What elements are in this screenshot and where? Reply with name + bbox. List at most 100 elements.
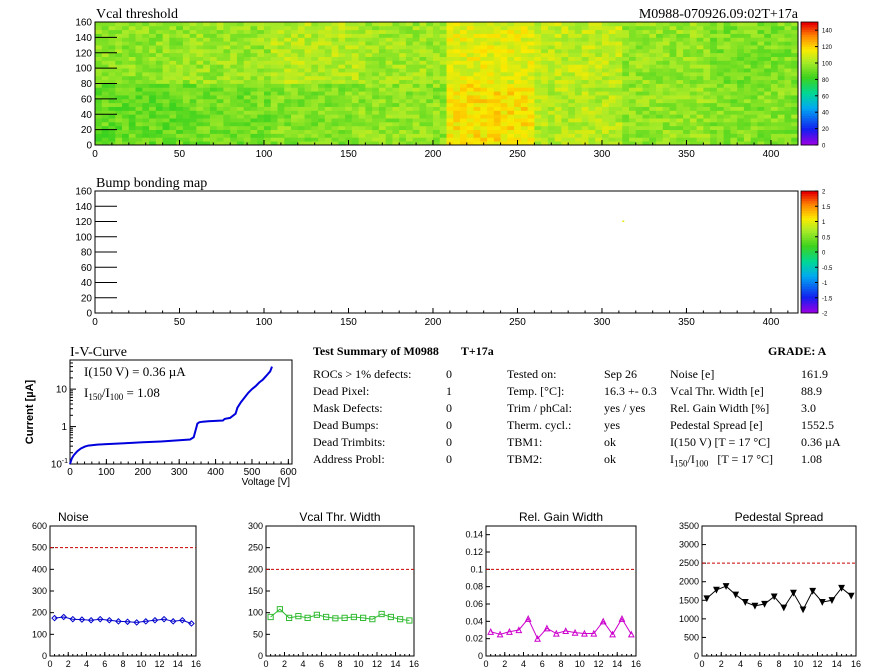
vcal-cell (460, 118, 468, 123)
vcal-cell (338, 98, 346, 104)
vcal-cell (635, 64, 643, 69)
vcal-cell (568, 68, 576, 73)
vcal-cell (662, 60, 670, 65)
vcal-cell (588, 60, 596, 65)
vcal-cell (169, 79, 177, 84)
vcal-cell (723, 91, 731, 96)
vcal-cell (426, 141, 434, 146)
vcal-cell (372, 68, 380, 73)
vcal-cell (622, 91, 630, 96)
vcal-cell (263, 106, 272, 111)
vcal-cell (710, 75, 718, 81)
vcal-cell (622, 25, 630, 31)
vcal-cell (311, 71, 319, 77)
vcal-cell (95, 45, 103, 50)
vcal-cell (547, 60, 556, 65)
vcal-cell (764, 75, 772, 81)
vcal-cell (696, 48, 704, 54)
vcal-cell (95, 41, 103, 46)
vcal-cell (365, 114, 373, 119)
vcal-cell (284, 141, 292, 146)
vcal-cell (101, 22, 109, 27)
data-point (618, 615, 626, 622)
vcal-cell (378, 64, 387, 69)
small-plot-x-tick-label: 14 (612, 659, 622, 669)
vcal-cell (162, 87, 170, 92)
vcal-cell (446, 71, 454, 77)
vcal-cell (432, 60, 441, 65)
vcal-cell (730, 110, 738, 115)
vcal-cell (608, 133, 616, 138)
vcal-cell (730, 137, 738, 142)
vcal-cell (561, 118, 569, 123)
vcal-cell (581, 64, 589, 69)
vcal-cell (629, 91, 637, 96)
vcal-cell (365, 106, 373, 111)
vcal-cell (169, 71, 177, 77)
vcal-cell (236, 52, 245, 57)
vcal-cell (149, 98, 157, 104)
vcal-cell (581, 87, 589, 92)
vcal-cell (331, 71, 339, 77)
vcal-cell (230, 141, 238, 146)
vcal-cell (101, 118, 109, 123)
vcal-cell (561, 22, 569, 27)
vcal-cell (750, 60, 758, 65)
bump-y-tick-label: 160 (75, 187, 92, 198)
vcal-cell (480, 83, 488, 88)
vcal-cell (297, 48, 305, 54)
vcal-cell (500, 137, 508, 142)
vcal-cell (216, 91, 224, 96)
vcal-cell (95, 60, 103, 65)
vcal-cell (189, 129, 197, 134)
vcal-cell (182, 75, 191, 81)
vcal-cell (196, 95, 204, 100)
vcal-cell (541, 129, 549, 134)
vcal-cell (365, 91, 373, 96)
vcal-cell (250, 91, 258, 96)
vcal-cell (243, 52, 251, 57)
vcal-cell (608, 64, 616, 69)
vcal-cell (223, 45, 231, 50)
vcal-cell (372, 56, 380, 61)
vcal-cell (662, 98, 670, 104)
vcal-cell (378, 114, 387, 119)
vcal-cell (338, 71, 346, 77)
vcal-cell (554, 114, 562, 119)
vcal-cell (595, 137, 603, 142)
vcal-cell (189, 68, 197, 73)
vcal-cell (324, 133, 332, 138)
vcal-cell (507, 64, 515, 69)
vcal-cell (405, 114, 414, 119)
vcal-cell (527, 33, 535, 38)
vcal-cell (399, 68, 407, 73)
vcal-cell (629, 75, 637, 81)
small-plot-y-tick-label: 500 (684, 632, 699, 642)
summary-value: 1.08 (801, 452, 822, 466)
vcal-cell (750, 98, 758, 104)
vcal-cell (263, 75, 272, 81)
vcal-cell (176, 60, 184, 65)
vcal-cell (466, 48, 474, 54)
vcal-cell (128, 25, 136, 31)
vcal-cell (196, 125, 204, 131)
vcal-cell (446, 45, 454, 50)
bump-scale-bin (801, 230, 818, 233)
vcal-cell (791, 118, 799, 123)
vcal-cell (615, 41, 623, 46)
vcal-cell (176, 118, 184, 123)
data-point (276, 606, 283, 613)
vcal-cell (243, 25, 251, 31)
vcal-cell (730, 114, 738, 119)
vcal-cell (304, 118, 312, 123)
vcal-cell (128, 60, 136, 65)
vcal-x-tick-label: 50 (174, 149, 186, 160)
vcal-cell (405, 48, 414, 54)
vcal-cell (730, 129, 738, 134)
vcal-cell (189, 79, 197, 84)
vcal-cell (358, 91, 366, 96)
vcal-cell (243, 125, 251, 131)
summary-label: ROCs > 1% defects: (313, 367, 412, 381)
vcal-cell (378, 98, 387, 104)
vcal-cell (324, 37, 332, 42)
